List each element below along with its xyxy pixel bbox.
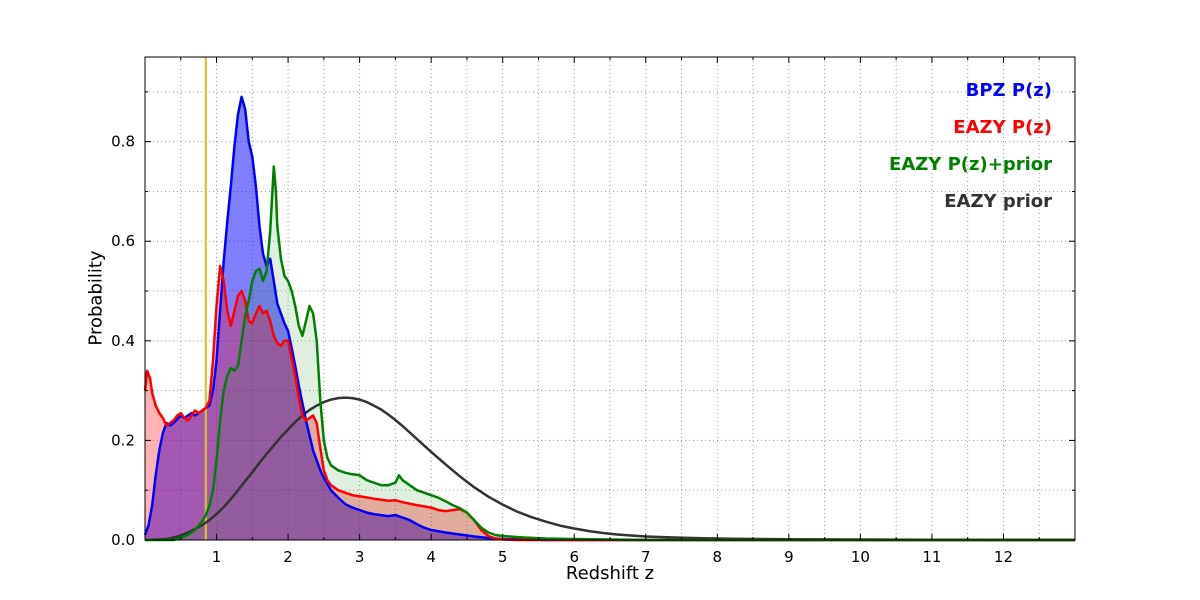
legend-item-bpz-pz: BPZ P(z) [965,80,1052,101]
legend: BPZ P(z) EAZY P(z) EAZY P(z)+prior EAZY … [889,72,1052,220]
svg-text:3: 3 [355,548,365,566]
svg-text:1: 1 [212,548,222,566]
x-axis-label: Redshift z [565,563,655,584]
legend-item-eazy-prior: EAZY prior [944,191,1052,212]
svg-text:2: 2 [283,548,293,566]
svg-text:0.0: 0.0 [111,531,135,549]
svg-text:7: 7 [641,548,651,566]
svg-text:5: 5 [498,548,508,566]
svg-text:0.6: 0.6 [111,232,135,250]
svg-text:0.4: 0.4 [111,332,135,350]
legend-item-eazy-pz: EAZY P(z) [953,117,1052,138]
svg-text:0.2: 0.2 [111,431,135,449]
svg-text:12: 12 [994,548,1013,566]
svg-text:10: 10 [851,548,870,566]
svg-text:6: 6 [569,548,579,566]
svg-text:11: 11 [922,548,941,566]
svg-text:8: 8 [713,548,723,566]
svg-text:9: 9 [784,548,794,566]
svg-text:0.8: 0.8 [111,133,135,151]
y-axis-label: Probability [85,250,107,346]
legend-item-eazy-pz-prior: EAZY P(z)+prior [889,154,1052,175]
svg-text:4: 4 [426,548,436,566]
